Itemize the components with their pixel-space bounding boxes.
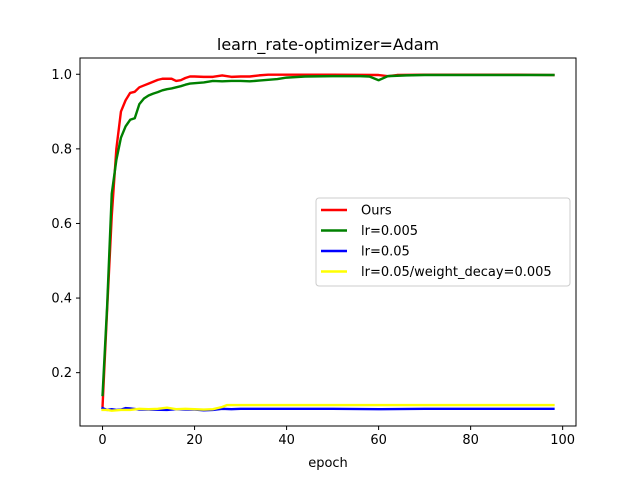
x-tick-label: 100 — [550, 433, 575, 448]
plot-frame — [79, 57, 577, 427]
legend-label-2: lr=0.05 — [361, 245, 410, 260]
y-tick-label: 0.4 — [51, 292, 72, 307]
series-line-3 — [101, 403, 555, 412]
x-tick-label: 20 — [186, 433, 203, 448]
x-tick-label: 0 — [98, 433, 106, 448]
series-layer — [100, 73, 555, 412]
series-line-0 — [101, 73, 555, 408]
legend-label-3: lr=0.05/weight_decay=0.005 — [361, 265, 552, 280]
legend-label-0: Ours — [361, 204, 392, 219]
y-tick-label: 1.0 — [51, 68, 72, 83]
legend: Ours lr=0.005 lr=0.05 lr=0.05/weight_decay=… — [315, 197, 571, 287]
x-tick-label: 80 — [462, 433, 479, 448]
x-tick-label: 60 — [370, 433, 387, 448]
chart-title: learn_rate-optimizer=Adam — [217, 35, 439, 55]
legend-box — [315, 197, 571, 287]
axes-layer: 0 20 40 60 80 100 0.2 0.4 0.6 0.8 1.0 — [51, 57, 577, 448]
y-tick-label: 0.2 — [51, 366, 72, 381]
y-tick-label: 0.8 — [51, 142, 72, 157]
series-line-1 — [101, 73, 555, 397]
x-axis-label: epoch — [308, 456, 348, 471]
legend-label-1: lr=0.005 — [361, 224, 418, 239]
x-tick-label: 40 — [278, 433, 295, 448]
y-tick-label: 0.6 — [51, 217, 72, 232]
